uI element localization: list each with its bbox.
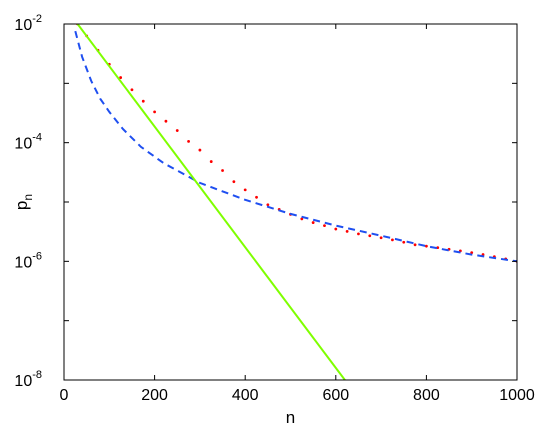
data-point: [300, 217, 304, 221]
data-point: [141, 99, 145, 103]
plot-background: [64, 24, 517, 380]
y-tick-exponent: -6: [32, 250, 42, 262]
data-point: [130, 88, 134, 92]
data-point: [119, 76, 123, 79]
data-point: [255, 195, 258, 199]
data-point: [345, 229, 349, 233]
data-point: [357, 232, 360, 236]
series-line: [74, 30, 517, 263]
data-point: [243, 188, 247, 192]
x-tick-label: 600: [322, 387, 349, 404]
y-tick-base: 10: [14, 373, 32, 390]
y-axis: 10-210-410-610-8: [14, 13, 517, 390]
series-line: [76, 24, 346, 380]
data-point: [311, 221, 315, 224]
series-1: [74, 30, 517, 263]
data-point: [198, 148, 202, 152]
data-point: [379, 236, 383, 240]
x-axis-label: n: [286, 408, 295, 427]
y-tick-exponent: -2: [32, 13, 42, 25]
data-point: [187, 140, 190, 143]
data-point: [391, 238, 394, 242]
y-tick-label: 10-2: [14, 13, 42, 34]
series-layer: [74, 24, 517, 380]
data-point: [175, 129, 179, 132]
x-tick-label: 800: [413, 387, 440, 404]
series-2: [76, 24, 346, 380]
data-point: [436, 246, 440, 250]
series-0: [76, 24, 517, 263]
y-axis-label: pn: [12, 194, 35, 210]
y-tick-base: 10: [14, 136, 32, 153]
data-point: [413, 243, 417, 247]
data-point: [209, 160, 213, 163]
y-tick-base: 10: [14, 254, 32, 271]
y-tick-exponent: -8: [32, 369, 42, 381]
y-tick-label: 10-4: [14, 132, 42, 153]
x-axis: 0 200 400 600 800 1000: [60, 24, 535, 404]
data-point: [402, 240, 406, 244]
y-tick-label: 10-6: [14, 250, 42, 271]
data-point: [153, 110, 157, 114]
data-point: [232, 180, 236, 184]
data-point: [266, 203, 270, 207]
y-axis-label-sub: n: [21, 194, 35, 201]
data-point: [470, 251, 474, 255]
x-tick-label: 200: [141, 387, 168, 404]
x-tick-label: 400: [232, 387, 259, 404]
data-point: [164, 119, 168, 123]
y-axis-label-main: p: [12, 201, 31, 210]
data-point: [425, 244, 428, 248]
x-tick-label: 1000: [499, 387, 535, 404]
y-tick-base: 10: [14, 17, 32, 34]
y-tick-exponent: -4: [32, 132, 42, 144]
data-point: [323, 224, 326, 228]
x-tick-label: 0: [60, 387, 69, 404]
data-point: [334, 227, 338, 231]
data-point: [368, 234, 372, 238]
y-tick-label: 10-8: [14, 369, 42, 390]
data-point: [221, 169, 224, 172]
